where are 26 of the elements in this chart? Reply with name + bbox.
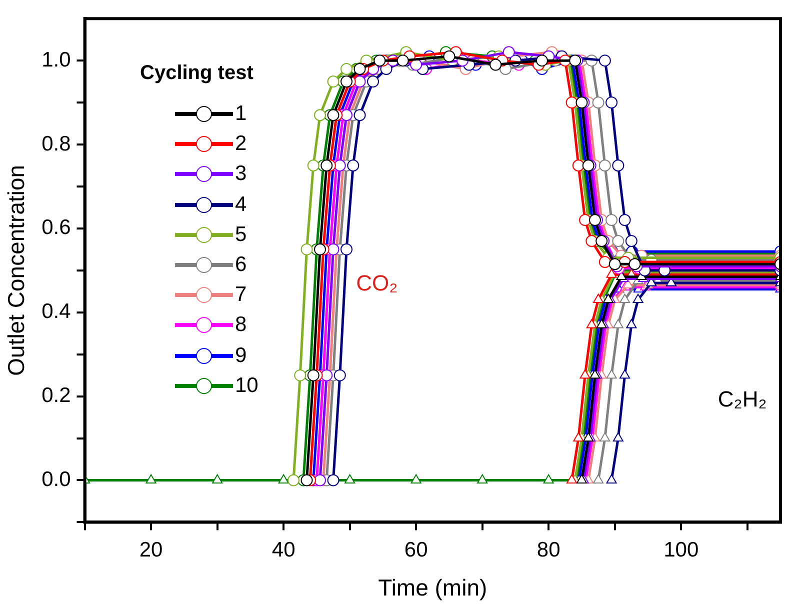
legend-label: 6 [235, 253, 247, 278]
x-tick-label: 40 [272, 538, 296, 562]
legend-label: 4 [235, 192, 247, 217]
y-tick-label: 0.6 [42, 216, 71, 240]
y-tick-label: 0.8 [42, 132, 71, 156]
x-tick-label: 20 [139, 538, 163, 562]
legend-label: 2 [235, 132, 247, 156]
y-tick-label: 0.0 [42, 468, 71, 492]
y-tick-label: 0.2 [42, 384, 71, 408]
legend-title: Cycling test [140, 62, 254, 85]
legend-label: 9 [235, 344, 247, 368]
y-axis-title: Outlet Concentration [3, 164, 30, 376]
annotation: C₂H₂ [718, 386, 767, 412]
legend-label: 3 [235, 162, 247, 186]
y-tick-label: 1.0 [42, 48, 71, 72]
y-tick-label: 0.4 [42, 300, 72, 324]
legend-label: 5 [235, 222, 247, 247]
x-tick-label: 80 [536, 538, 560, 562]
legend-label: 1 [235, 102, 247, 126]
x-tick-label: 60 [404, 538, 428, 562]
legend-label: 7 [235, 283, 247, 308]
legend-label: 10 [235, 374, 258, 398]
annotation: CO₂ [356, 270, 398, 296]
x-tick-label: 100 [664, 538, 699, 562]
legend-label: 8 [235, 313, 247, 338]
x-axis-title: Time (min) [378, 574, 488, 601]
